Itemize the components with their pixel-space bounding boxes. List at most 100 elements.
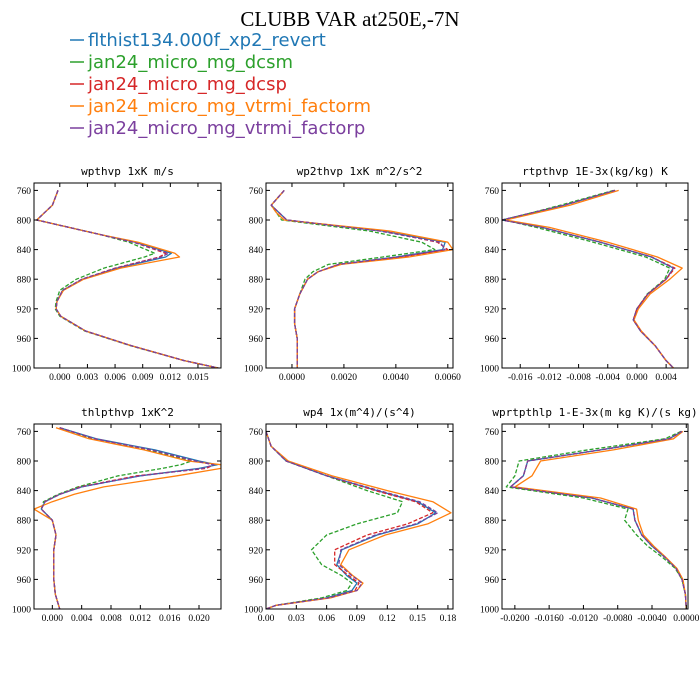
y-tick-label: 760 bbox=[249, 428, 264, 438]
panel-frame bbox=[33, 182, 222, 369]
y-tick-label: 880 bbox=[249, 517, 264, 527]
y-tick-label: 760 bbox=[17, 428, 32, 438]
y-tick-label: 1000 bbox=[244, 606, 263, 616]
x-tick-label: 0.000 bbox=[49, 373, 71, 383]
x-tick-label: 0.006 bbox=[104, 373, 126, 383]
x-tick-label: 0.012 bbox=[130, 614, 152, 624]
legend: flthist134.000f_xp2_revert jan24_micro_mg… bbox=[70, 30, 371, 139]
y-tick-label: 760 bbox=[17, 187, 32, 197]
panel-title: thlpthvp 1xK^2 bbox=[81, 406, 174, 419]
y-tick-label: 840 bbox=[17, 487, 32, 497]
series-group bbox=[36, 190, 219, 368]
y-tick-label: 880 bbox=[485, 276, 500, 286]
series-line bbox=[36, 190, 219, 368]
x-tick-label: 0.0000 bbox=[279, 373, 305, 383]
series-line bbox=[36, 190, 219, 368]
y-tick-label: 920 bbox=[249, 546, 264, 556]
series-group bbox=[505, 430, 687, 609]
series-line bbox=[266, 431, 452, 609]
y-tick-label: 760 bbox=[249, 187, 264, 197]
y-tick-label: 1000 bbox=[12, 365, 31, 375]
x-tick-label: -0.0040 bbox=[637, 614, 667, 624]
y-tick-label: 760 bbox=[485, 187, 500, 197]
series-line bbox=[36, 190, 219, 368]
x-tick-label: -0.008 bbox=[566, 373, 591, 383]
panel-frame bbox=[265, 423, 454, 610]
series-line bbox=[270, 189, 436, 368]
x-tick-label: 0.015 bbox=[187, 373, 209, 383]
series-line bbox=[34, 427, 221, 609]
panel-frame bbox=[265, 182, 454, 369]
panel-title: wp2thvp 1xK m^2/s^2 bbox=[297, 165, 423, 178]
y-tick-label: 920 bbox=[485, 546, 500, 556]
y-tick-label: 800 bbox=[17, 458, 32, 468]
series-line bbox=[36, 190, 219, 368]
legend-entry: jan24_micro_mg_vtrmi_factorm bbox=[87, 96, 371, 117]
y-tick-label: 760 bbox=[485, 428, 500, 438]
x-tick-label: 0.003 bbox=[77, 373, 99, 383]
chart-panel: wpthvp 1xK m/s 760 800 840 880 920 960 1000 0.00… bbox=[12, 165, 222, 383]
x-tick-label: 0.0000 bbox=[673, 614, 699, 624]
y-tick-label: 960 bbox=[17, 576, 32, 586]
y-tick-label: 920 bbox=[249, 305, 264, 315]
x-tick-label: 0.06 bbox=[318, 614, 335, 624]
y-tick-label: 840 bbox=[249, 246, 264, 256]
y-tick-label: 840 bbox=[485, 246, 500, 256]
legend-entry: flthist134.000f_xp2_revert bbox=[88, 30, 326, 51]
panels: wpthvp 1xK m/s 760 800 840 880 920 960 1000 0.00… bbox=[12, 165, 700, 624]
panel-title: wpthvp 1xK m/s bbox=[81, 165, 174, 178]
x-tick-label: 0.004 bbox=[71, 614, 93, 624]
y-tick-label: 840 bbox=[17, 246, 32, 256]
panel-frame bbox=[33, 423, 222, 610]
y-tick-label: 960 bbox=[249, 335, 264, 345]
x-tick-label: 0.0060 bbox=[435, 373, 461, 383]
y-tick-label: 880 bbox=[17, 517, 32, 527]
y-tick-label: 800 bbox=[249, 217, 264, 227]
series-line bbox=[509, 430, 687, 609]
series-line bbox=[266, 431, 437, 609]
x-tick-label: 0.016 bbox=[159, 614, 181, 624]
x-tick-label: -0.016 bbox=[508, 373, 533, 383]
x-tick-label: 0.004 bbox=[655, 373, 677, 383]
series-line bbox=[36, 190, 219, 368]
y-tick-label: 960 bbox=[485, 576, 500, 586]
y-tick-label: 1000 bbox=[480, 606, 499, 616]
panel-frame bbox=[501, 423, 689, 610]
y-tick-label: 880 bbox=[17, 276, 32, 286]
y-tick-label: 920 bbox=[17, 305, 32, 315]
series-line bbox=[505, 430, 687, 609]
x-tick-label: 0.020 bbox=[188, 614, 210, 624]
chart-panel: wprtpthlp 1-E-3x(m kg K)/(s kg) 760 800 840… bbox=[480, 406, 700, 624]
y-tick-label: 800 bbox=[17, 217, 32, 227]
series-line bbox=[270, 189, 453, 368]
y-tick-label: 1000 bbox=[480, 365, 499, 375]
y-tick-label: 880 bbox=[249, 276, 264, 286]
y-tick-label: 800 bbox=[485, 458, 500, 468]
series-group bbox=[502, 189, 683, 368]
series-line bbox=[40, 427, 215, 609]
series-line bbox=[503, 189, 674, 368]
y-tick-label: 880 bbox=[485, 517, 500, 527]
y-tick-label: 960 bbox=[17, 335, 32, 345]
x-tick-label: 0.000 bbox=[42, 614, 64, 624]
series-line bbox=[266, 431, 404, 609]
series-line bbox=[502, 189, 676, 368]
x-tick-label: -0.012 bbox=[537, 373, 562, 383]
x-tick-label: 0.0040 bbox=[383, 373, 409, 383]
y-tick-label: 920 bbox=[17, 546, 32, 556]
y-tick-label: 960 bbox=[249, 576, 264, 586]
legend-entry: jan24_micro_mg_vtrmi_factorp bbox=[87, 118, 365, 139]
series-line bbox=[502, 189, 675, 368]
y-tick-label: 920 bbox=[485, 305, 500, 315]
y-tick-label: 1000 bbox=[244, 365, 263, 375]
series-line bbox=[40, 427, 215, 609]
x-tick-label: -0.0120 bbox=[569, 614, 599, 624]
series-line bbox=[270, 189, 446, 368]
x-tick-label: -0.004 bbox=[595, 373, 620, 383]
chart-panel: thlpthvp 1xK^2 760 800 840 880 920 960 1000 0.00… bbox=[12, 406, 222, 624]
y-tick-label: 1000 bbox=[12, 606, 31, 616]
chart-panel: wp2thvp 1xK m^2/s^2 760 800 840 880 920 960 100… bbox=[244, 165, 461, 383]
x-tick-label: -0.0080 bbox=[603, 614, 633, 624]
x-tick-label: 0.000 bbox=[626, 373, 648, 383]
